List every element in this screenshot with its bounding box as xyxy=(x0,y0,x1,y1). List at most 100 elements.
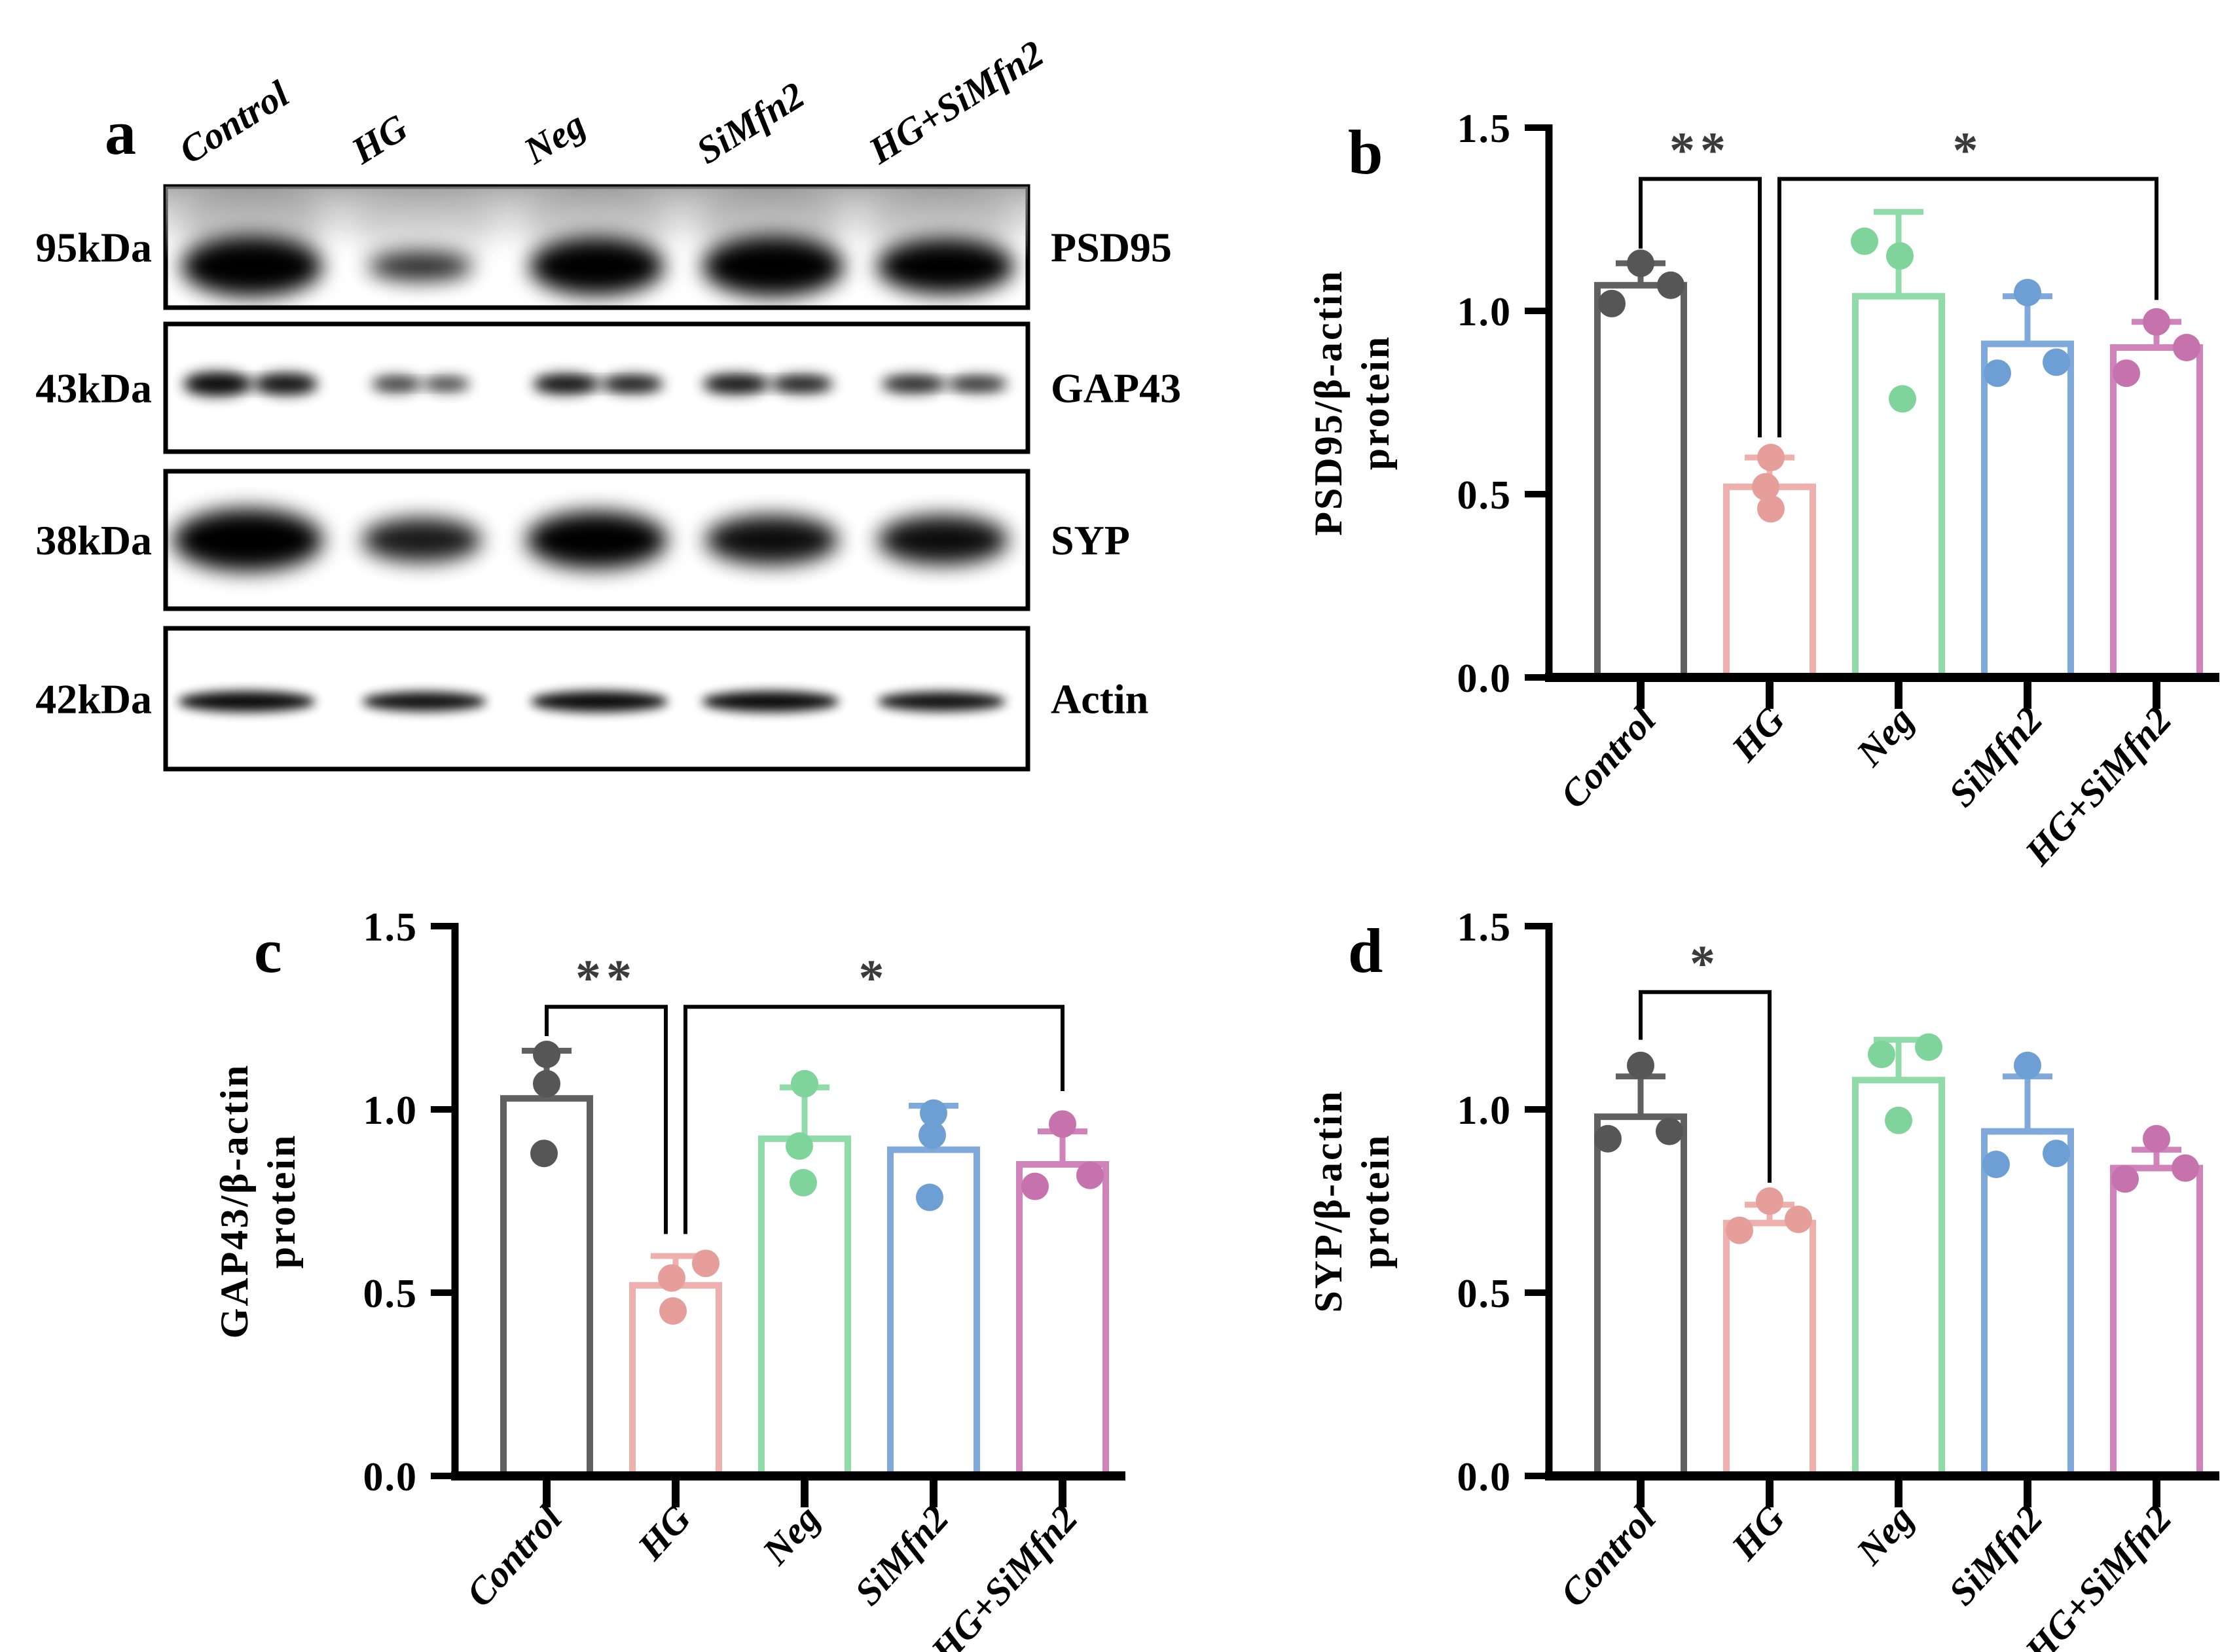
data-point-HG xyxy=(1757,444,1785,471)
bar-Neg xyxy=(1852,293,1945,681)
data-point-Control xyxy=(530,1140,558,1168)
data-point-HG+SiMfn2 xyxy=(2111,1165,2139,1193)
data-point-Control xyxy=(1627,1051,1654,1079)
bar-Control xyxy=(1594,1113,1687,1479)
kda-label-95kDa: 95kDa xyxy=(35,224,152,271)
data-point-SiMfn2 xyxy=(1982,1151,2010,1178)
data-point-Neg xyxy=(1851,227,1878,255)
band-GAP43-lane2 xyxy=(376,380,467,388)
data-point-Control xyxy=(1594,1124,1622,1153)
data-point-Neg xyxy=(786,1132,813,1160)
band-SYP-lane2 xyxy=(361,518,482,562)
bar-Neg xyxy=(1852,1077,1945,1479)
bar-SiMfn2 xyxy=(1981,1128,2074,1480)
data-point-HG+SiMfn2 xyxy=(1021,1172,1049,1200)
significance-bracket xyxy=(683,1005,1065,1234)
band-Actin-lane3 xyxy=(530,691,668,712)
data-point-Neg xyxy=(1868,1041,1895,1068)
protein-label-Actin: Actin xyxy=(1051,676,1148,723)
y-axis-label-line: protein xyxy=(1354,335,1397,471)
y-axis-label-line: protein xyxy=(260,1134,303,1269)
data-point-SiMfn2 xyxy=(920,1099,947,1127)
y-tick-label: 0.0 xyxy=(1457,656,1512,701)
x-label-Control: Control xyxy=(1552,1497,1664,1615)
panel-d-syp-chart: d SYP/β-actin protein 0.0 0.5 1.0 1.5 Control HG… xyxy=(1307,905,2219,1652)
band-SYP-lane3 xyxy=(526,511,668,569)
bar-SiMfn2 xyxy=(1981,340,2074,681)
band-Actin-lane4 xyxy=(701,691,839,712)
x-label-HG: HG xyxy=(1722,1497,1792,1568)
bar-HG xyxy=(1723,1219,1816,1479)
data-point-HG xyxy=(692,1249,719,1278)
band-SYP-lane5 xyxy=(877,515,1009,565)
x-label-SiMfn2: SiMfn2 xyxy=(846,1497,957,1613)
protein-label-GAP43: GAP43 xyxy=(1051,365,1181,412)
data-point-Control xyxy=(533,1041,560,1068)
band-PSD95-lane4 xyxy=(702,236,844,297)
y-tick-label: 1.0 xyxy=(1457,290,1512,334)
y-axis-label-line: SYP/β-actin xyxy=(1307,1089,1350,1312)
lane-label-Control: Control xyxy=(172,72,297,172)
data-point-HG+SiMfn2 xyxy=(1076,1161,1104,1189)
data-point-HG+SiMfn2 xyxy=(2113,359,2140,387)
panel-letter-b: b xyxy=(1348,117,1383,187)
x-label-Control: Control xyxy=(1552,698,1664,817)
x-label-SiMfn2: SiMfn2 xyxy=(1940,698,2051,815)
data-point-Control xyxy=(1627,249,1654,278)
lane-label-Neg: Neg xyxy=(516,103,592,173)
x-label-Neg: Neg xyxy=(1847,698,1922,774)
x-label-Control: Control xyxy=(458,1497,570,1615)
y-tick-label: 0.5 xyxy=(1457,1272,1512,1316)
kda-label-42kDa: 42kDa xyxy=(35,676,152,723)
x-label-Neg: Neg xyxy=(754,1497,828,1573)
x-label-HG: HG xyxy=(628,1497,699,1568)
kda-label-38kDa: 38kDa xyxy=(35,517,152,564)
band-GAP43-lane1 xyxy=(191,378,313,389)
significance-bracket xyxy=(1777,177,2158,438)
x-label-SiMfn2: SiMfn2 xyxy=(1940,1497,2051,1613)
y-axis-label-line: protein xyxy=(1354,1134,1397,1269)
protein-label-PSD95: PSD95 xyxy=(1051,224,1172,271)
band-Actin-lane2 xyxy=(362,691,487,711)
data-point-SiMfn2 xyxy=(919,1121,946,1149)
y-tick-label: 1.0 xyxy=(1457,1088,1512,1133)
panel-letter-a: a xyxy=(105,98,136,168)
significance-stars: * xyxy=(1953,121,1984,178)
bar-HG+SiMfn2 xyxy=(2110,1164,2203,1479)
panel-letter-c: c xyxy=(254,916,282,986)
data-point-Control xyxy=(533,1069,560,1098)
y-axis-label-line: GAP43/β-actin xyxy=(213,1064,256,1339)
data-point-HG+SiMfn2 xyxy=(2172,1154,2199,1182)
blot-strip-SYP xyxy=(172,509,1009,571)
kda-label-43kDa: 43kDa xyxy=(35,365,152,412)
lane-label-SiMfn2: SiMfn2 xyxy=(689,73,812,172)
data-point-HG+SiMfn2 xyxy=(2143,308,2170,336)
data-point-SiMfn2 xyxy=(2014,279,2041,306)
data-point-HG xyxy=(1726,1216,1753,1244)
y-tick-label: 0.5 xyxy=(1457,473,1512,518)
data-point-Control xyxy=(1657,271,1684,299)
significance-stars: * xyxy=(859,949,890,1006)
data-point-SiMfn2 xyxy=(2043,348,2070,376)
data-point-Neg xyxy=(1885,1106,1912,1134)
blot-strip-GAP43 xyxy=(183,372,1008,396)
data-point-Neg xyxy=(791,1069,818,1098)
band-GAP43-lane4 xyxy=(710,379,829,389)
bar-HG+SiMfn2 xyxy=(2110,344,2203,681)
band-Actin-lane5 xyxy=(877,691,1006,711)
data-point-HG xyxy=(1756,1187,1783,1215)
data-point-Neg xyxy=(1889,385,1916,413)
band-GAP43-lane3 xyxy=(540,379,659,389)
significance-bracket xyxy=(545,1005,668,1234)
band-SYP-lane1 xyxy=(172,509,323,571)
data-point-Control xyxy=(1656,1117,1683,1145)
data-point-SiMfn2 xyxy=(916,1183,943,1212)
panel-c-gap43-chart: c GAP43/β-actin protein 0.0 0.5 1.0 1.5 Control… xyxy=(213,905,1125,1652)
lane-label-HG: HG xyxy=(344,106,415,173)
y-tick-label: 1.5 xyxy=(1457,905,1512,950)
panel-a-western-blot: a Control HG Neg SiMfn2 HG+SiMfn2 95kDa PSD95 43… xyxy=(35,32,1181,772)
panel-b-psd95-chart: b PSD95/β-actin protein 0.0 0.5 1.0 1.5 Control… xyxy=(1307,107,2219,874)
data-point-SiMfn2 xyxy=(1984,359,2011,387)
y-tick-label: 0.0 xyxy=(1457,1455,1512,1499)
